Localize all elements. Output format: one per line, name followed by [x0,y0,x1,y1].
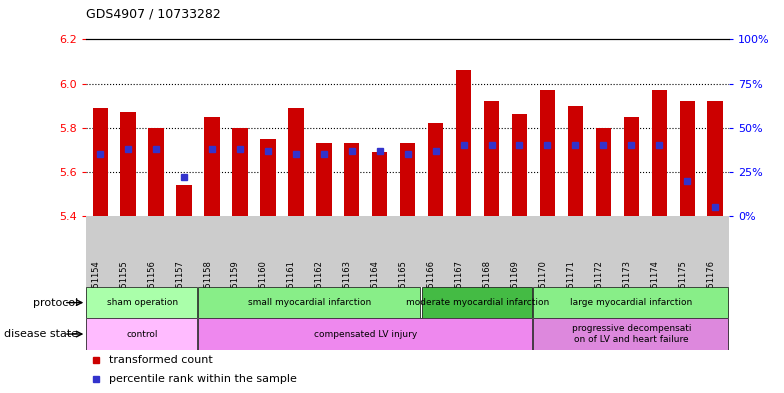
Bar [260,139,276,216]
Bar [93,108,108,216]
Text: moderate myocardial infarction: moderate myocardial infarction [406,298,549,307]
Text: protocol: protocol [33,298,78,308]
Text: sham operation: sham operation [107,298,178,307]
Bar [148,128,164,216]
Bar [456,70,471,216]
Bar [652,90,667,216]
Bar [539,90,555,216]
Bar [400,143,416,216]
Bar [344,143,359,216]
Bar [422,287,532,318]
Text: transformed count: transformed count [109,354,212,365]
Bar [289,108,303,216]
Bar [86,318,197,350]
Bar [205,117,220,216]
Bar [232,128,248,216]
Bar [596,128,611,216]
Text: progressive decompensati
on of LV and heart failure: progressive decompensati on of LV and he… [572,324,691,344]
Bar [533,318,728,350]
Bar [484,101,499,216]
Text: control: control [126,330,158,338]
Bar [707,101,723,216]
Bar [533,287,728,318]
Bar [428,123,443,216]
Text: large myocardial infarction: large myocardial infarction [570,298,692,307]
Text: small myocardial infarction: small myocardial infarction [249,298,372,307]
Text: percentile rank within the sample: percentile rank within the sample [109,374,296,384]
Bar [198,287,420,318]
Bar [568,106,583,216]
Bar [680,101,695,216]
Bar [86,287,197,318]
Bar [512,114,527,216]
Text: disease state: disease state [4,329,78,339]
Bar [121,112,136,216]
Bar [176,185,192,216]
Bar [198,318,532,350]
Bar [372,152,387,216]
Text: compensated LV injury: compensated LV injury [314,330,417,338]
Text: GDS4907 / 10733282: GDS4907 / 10733282 [86,8,221,21]
Bar [316,143,332,216]
Bar [623,117,639,216]
